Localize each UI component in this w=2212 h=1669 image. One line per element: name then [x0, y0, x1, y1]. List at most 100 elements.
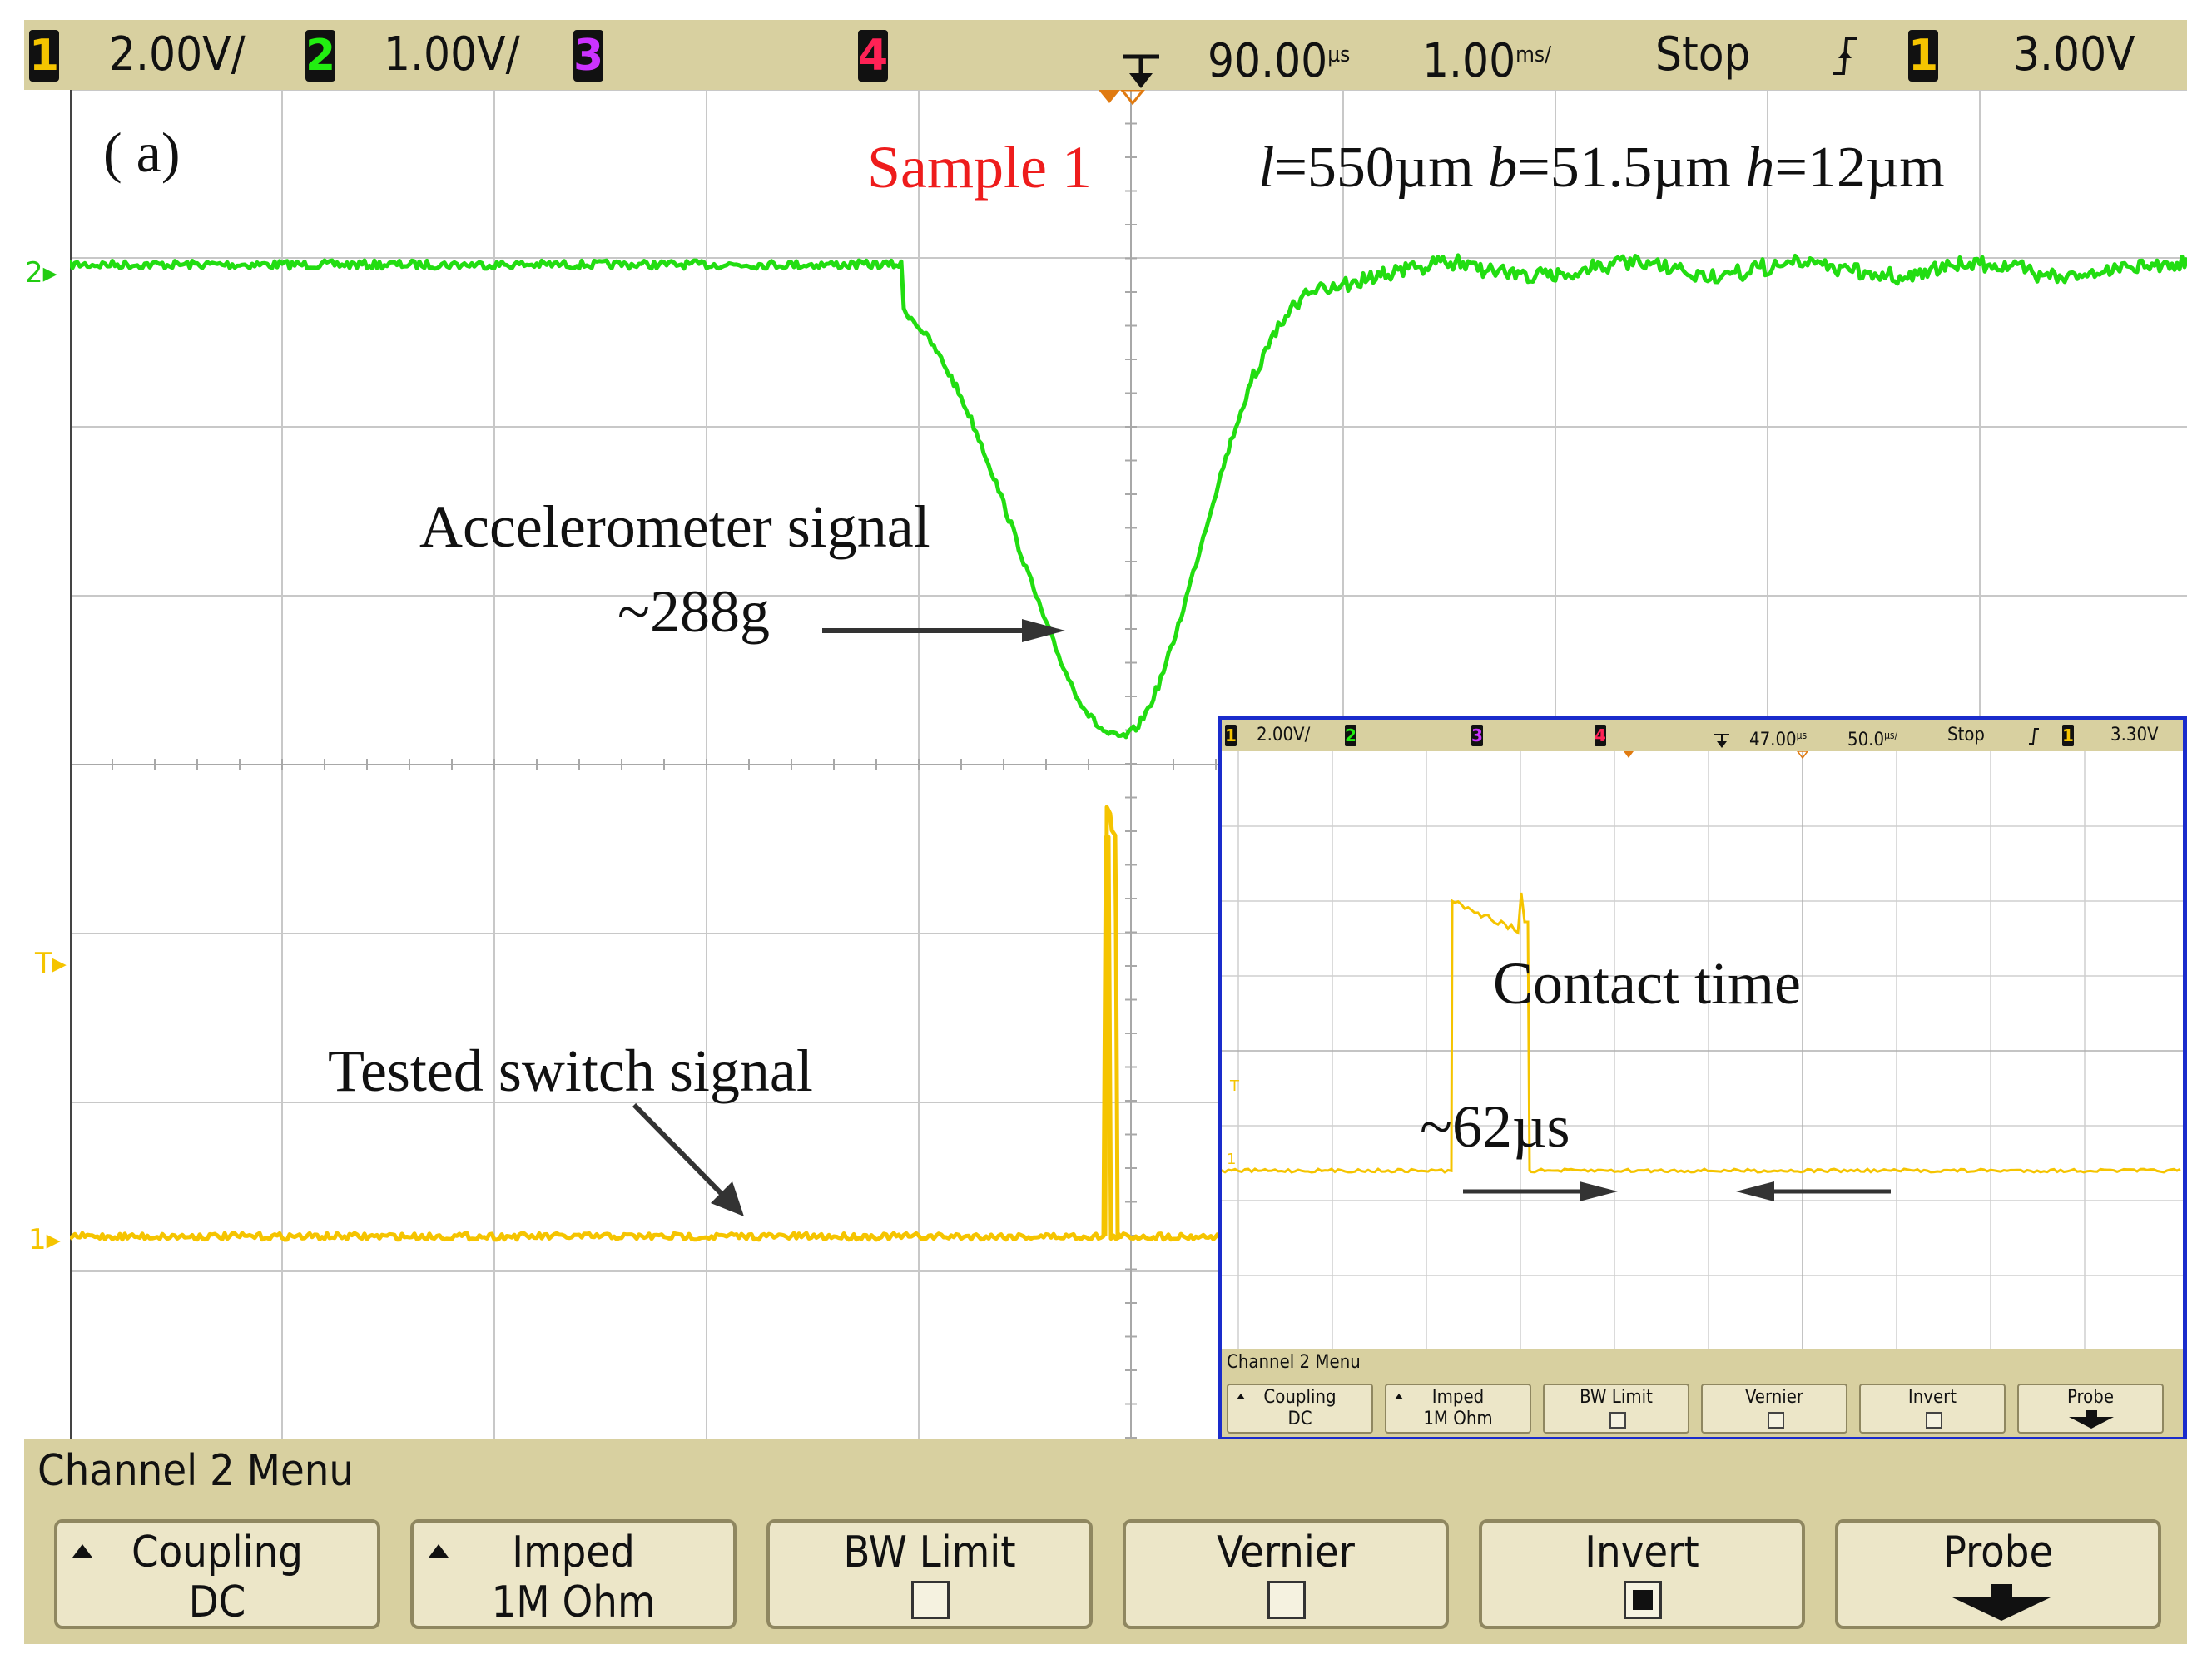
- inset-channel-menu: Channel 2 Menu Coupling DC Imped 1M Ohm BW…: [1222, 1349, 2183, 1437]
- accelerometer-waveform: [70, 253, 2187, 740]
- trigger-marker-label: T: [35, 947, 52, 980]
- inset-trigger-level: 3.30V: [2110, 725, 2159, 745]
- ch2-marker-label: 2: [25, 256, 43, 290]
- inset-invert-checkbox: [1926, 1412, 1942, 1429]
- svg-text:1: 1: [1227, 1151, 1236, 1168]
- panel-label: ( a): [103, 121, 181, 184]
- status-bar: 1 2.00V/ 2 1.00V/ 3 4 90.00µs 1.00ms/ St…: [24, 20, 2187, 90]
- inset-imped-arrow-icon: [1395, 1394, 1403, 1399]
- inset-switch-waveform: [1222, 892, 2181, 1174]
- inset-probe-arrow-icon: [2069, 1410, 2114, 1429]
- vernier-softkey[interactable]: Vernier: [1123, 1519, 1449, 1629]
- imped-label: Imped: [512, 1528, 635, 1577]
- coupling-label: Coupling: [131, 1528, 304, 1577]
- imped-softkey[interactable]: Imped 1M Ohm: [410, 1519, 737, 1629]
- imped-arrow-icon: [429, 1544, 449, 1558]
- inset-coupling-softkey: Coupling DC: [1227, 1384, 1373, 1434]
- bw-limit-softkey[interactable]: BW Limit: [766, 1519, 1093, 1629]
- inset-vernier-label: Vernier: [1744, 1387, 1804, 1408]
- inset-trigger-position-icon: [1714, 734, 1729, 748]
- coupling-softkey[interactable]: Coupling DC: [54, 1519, 380, 1629]
- zoomed-inset: 1 2.00V/ 2 3 4 47.00µs 50.0µs/ Stop 1 3.…: [1218, 716, 2187, 1441]
- inset-channel-1-indicator: 1: [1225, 725, 1237, 746]
- trigger-level-marker[interactable]: T▸: [35, 947, 67, 980]
- inset-channel-2-indicator: 2: [1345, 725, 1356, 746]
- inset-vernier-softkey: Vernier: [1701, 1384, 1847, 1434]
- trigger-position-icon: [1123, 54, 1159, 88]
- inset-channel-3-indicator: 3: [1471, 725, 1483, 746]
- contact-left-arrow-icon: [1463, 1181, 1618, 1201]
- ch2-ground-marker[interactable]: 2▸: [25, 256, 57, 290]
- inset-time-scale: 50.0µs/: [1847, 720, 1897, 751]
- contact-time-value: ~62µs: [1420, 1093, 1570, 1160]
- dim-b-var: b: [1488, 136, 1518, 200]
- inset-invert-label: Invert: [1907, 1387, 1957, 1408]
- channel-1-scale: 2.00V/: [109, 27, 246, 82]
- dim-h-val: =12µm: [1774, 136, 1945, 200]
- time-delay-value: 90.00: [1208, 34, 1328, 88]
- inset-trigger-source: 1: [2062, 725, 2074, 746]
- trigger-marker-icon: [1099, 90, 1120, 103]
- channel-2-indicator[interactable]: 2: [305, 30, 336, 82]
- accelerometer-value: ~288g: [617, 578, 770, 645]
- bw-limit-checkbox[interactable]: [911, 1581, 950, 1619]
- dim-l-var: l: [1258, 136, 1275, 200]
- time-scale-unit: ms/: [1515, 42, 1551, 67]
- dimensions-label: l=550µm b=51.5µm h=12µm: [1258, 135, 1945, 201]
- probe-softkey[interactable]: Probe: [1835, 1519, 2161, 1629]
- inset-coupling-label: Coupling: [1263, 1387, 1337, 1408]
- time-delay: 90.00µs: [1208, 20, 1350, 90]
- inset-run-state: Stop: [1947, 725, 1985, 745]
- switch-waveform: [70, 805, 1220, 1242]
- inset-time-delay: 47.00µs: [1749, 720, 1807, 751]
- switch-label: Tested switch signal: [328, 1038, 813, 1104]
- inset-imped-label: Imped: [1431, 1387, 1485, 1408]
- vernier-label: Vernier: [1217, 1528, 1355, 1577]
- channel-2-scale: 1.00V/: [384, 27, 520, 82]
- time-scale-value: 1.00: [1422, 34, 1516, 88]
- invert-softkey[interactable]: Invert: [1479, 1519, 1805, 1629]
- inset-channel-1-scale: 2.00V/: [1257, 725, 1311, 745]
- inset-probe-label: Probe: [2066, 1387, 2115, 1408]
- coupling-arrow-icon: [72, 1544, 92, 1558]
- ch1-ground-marker[interactable]: 1▸: [28, 1223, 61, 1256]
- invert-label: Invert: [1585, 1528, 1699, 1577]
- inset-time-delay-unit: µs: [1796, 730, 1808, 741]
- coupling-value: DC: [188, 1577, 246, 1627]
- channel-4-indicator[interactable]: 4: [858, 30, 889, 82]
- ch1-marker-label: 1: [28, 1223, 47, 1256]
- contact-right-arrow-icon: [1736, 1181, 1891, 1201]
- inset-time-delay-value: 47.00: [1749, 730, 1797, 750]
- inset-probe-softkey: Probe: [2017, 1384, 2164, 1434]
- inset-waveform-display: T 1: [1222, 751, 2183, 1349]
- bw-limit-label: BW Limit: [843, 1528, 1016, 1577]
- sample-label: Sample 1: [867, 134, 1092, 201]
- trigger-source-indicator[interactable]: 1: [1908, 30, 1939, 82]
- dim-b-val: =51.5µm: [1517, 136, 1731, 200]
- channel-3-indicator[interactable]: 3: [573, 30, 604, 82]
- inset-rising-edge-icon: [2029, 728, 2039, 745]
- inset-bw-limit-checkbox: [1609, 1412, 1626, 1429]
- inset-imped-value: 1M Ohm: [1423, 1409, 1493, 1429]
- time-delay-unit: µs: [1327, 42, 1351, 67]
- inset-time-scale-value: 50.0: [1847, 730, 1885, 750]
- channel-1-indicator[interactable]: 1: [29, 30, 60, 82]
- rising-edge-icon: [1833, 37, 1857, 75]
- inset-coupling-value: DC: [1287, 1409, 1312, 1429]
- inset-invert-softkey: Invert: [1859, 1384, 2006, 1434]
- dim-h-var: h: [1745, 136, 1775, 200]
- inset-bw-limit-softkey: BW Limit: [1543, 1384, 1689, 1434]
- channel-menu: Channel 2 Menu Coupling DC Imped 1M Ohm …: [24, 1439, 2187, 1644]
- trigger-level: 3.00V: [2013, 27, 2135, 82]
- run-state[interactable]: Stop: [1655, 27, 1751, 82]
- svg-text:T: T: [1229, 1077, 1240, 1095]
- probe-label: Probe: [1942, 1528, 2054, 1577]
- inset-bw-limit-label: BW Limit: [1580, 1387, 1653, 1408]
- imped-value: 1M Ohm: [491, 1577, 656, 1627]
- vernier-checkbox[interactable]: [1267, 1581, 1306, 1619]
- probe-arrow-icon: [1952, 1584, 2051, 1621]
- inset-time-scale-unit: µs/: [1884, 730, 1898, 741]
- time-scale: 1.00ms/: [1422, 20, 1551, 90]
- invert-checkbox[interactable]: [1624, 1581, 1662, 1619]
- delay-marker-icon: [1120, 90, 1145, 106]
